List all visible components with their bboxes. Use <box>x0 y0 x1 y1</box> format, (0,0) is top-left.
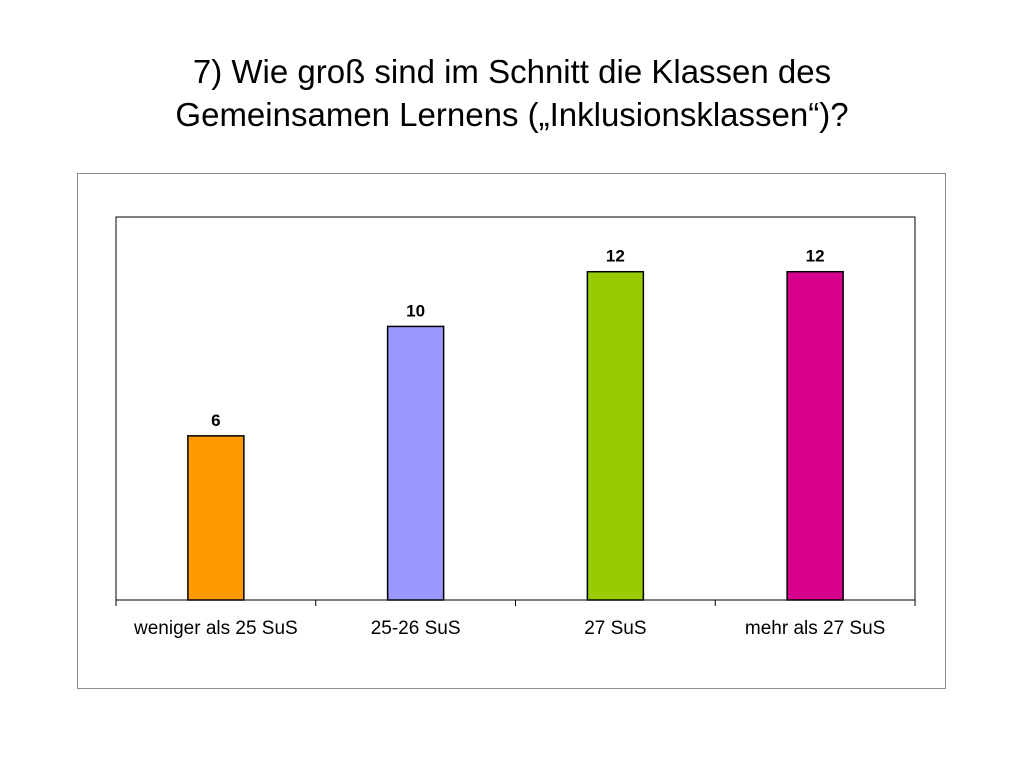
bar <box>786 270 844 601</box>
slide-title: 7) Wie groß sind im Schnitt die Klassen … <box>0 50 1024 136</box>
bar <box>586 270 645 601</box>
bar <box>386 325 445 601</box>
slide-title-line-1: 7) Wie groß sind im Schnitt die Klassen … <box>192 53 832 90</box>
plot-area-border <box>115 216 916 600</box>
x-tick-label: weniger als 25 SuS <box>133 618 298 639</box>
data-label: 10 <box>406 301 425 320</box>
bar <box>187 435 245 601</box>
x-tick-label: 25-26 SuS <box>371 618 461 639</box>
slide-title-line-2: Gemeinsamen Lernens („Inklusionsklassen“… <box>175 96 849 133</box>
x-tick-label: mehr als 27 SuS <box>745 618 885 639</box>
data-label: 12 <box>606 247 625 266</box>
data-label: 12 <box>806 247 825 266</box>
data-label: 6 <box>211 411 220 430</box>
x-tick-label: 27 SuS <box>584 618 646 639</box>
